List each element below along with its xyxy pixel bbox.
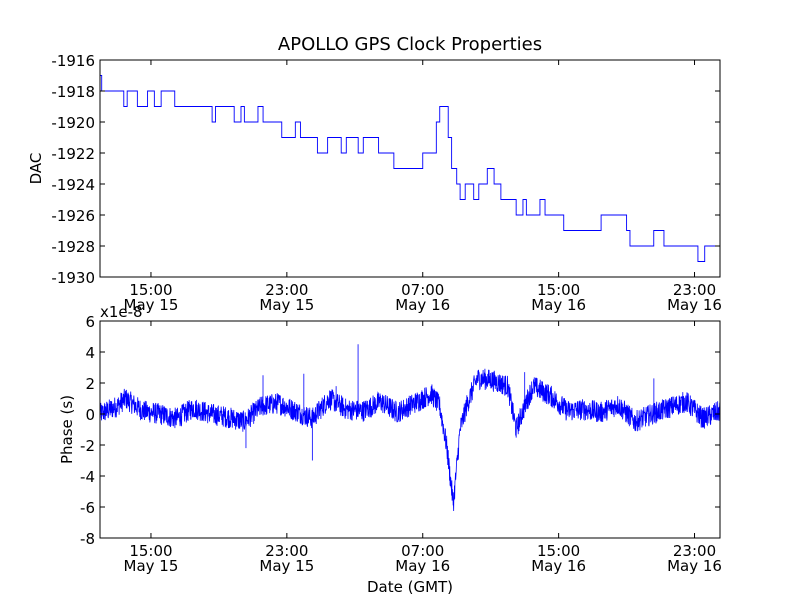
- phase-xtick-time-label: 23:00: [673, 542, 716, 560]
- phase-ytick-label: -8: [80, 530, 95, 548]
- phase-ylabel: Phase (s): [58, 395, 76, 464]
- dac-ytick-label: -1920: [51, 114, 95, 132]
- dac-ytick-label: -1924: [51, 176, 95, 194]
- dac-xtick-time-label: 15:00: [129, 281, 172, 299]
- phase-offset-text: x1e-8: [100, 303, 143, 321]
- phase-xtick-time-label: 07:00: [401, 542, 444, 560]
- dac-panel: -1930 -1928 -1926 -1924 -1922 -1920 -1918 -1916…: [27, 52, 722, 314]
- phase-xtick-date-label: May 15: [259, 557, 314, 575]
- dac-ytick-label: -1922: [51, 145, 95, 163]
- phase-xtick-time-label: 15:00: [537, 542, 580, 560]
- phase-ytick-label: -2: [80, 437, 95, 455]
- dac-xtick-time-label: 23:00: [673, 281, 716, 299]
- phase-ytick-label: 4: [85, 344, 95, 362]
- phase-xlabel: Date (GMT): [367, 578, 453, 596]
- phase-xtick-time-label: 15:00: [129, 542, 172, 560]
- dac-xtick-time-label: 07:00: [401, 281, 444, 299]
- dac-series-line: [100, 75, 720, 262]
- dac-ytick-label: -1926: [51, 207, 95, 225]
- dac-ytick-label: -1930: [51, 269, 95, 287]
- phase-ytick-label: -4: [80, 468, 95, 486]
- dac-ytick-label: -1928: [51, 238, 95, 256]
- dac-ylabel: DAC: [27, 153, 45, 185]
- phase-xtick-date-label: May 16: [395, 557, 450, 575]
- phase-ytick-label: 2: [85, 375, 95, 393]
- dac-axes-frame: [99, 59, 721, 278]
- phase-ytick-label: -6: [80, 499, 95, 517]
- dac-xtick-time-label: 23:00: [265, 281, 308, 299]
- phase-xtick-date-label: May 16: [531, 557, 586, 575]
- dac-ytick-label: -1916: [51, 52, 95, 70]
- phase-axes-frame: [99, 320, 721, 539]
- dac-xtick-date-label: May 16: [531, 296, 586, 314]
- phase-series-line: [100, 344, 720, 511]
- phase-ytick-label: 0: [85, 406, 95, 424]
- dac-xtick-date-label: May 16: [667, 296, 722, 314]
- phase-ytick-label: 6: [85, 313, 95, 331]
- phase-xtick-date-label: May 15: [124, 557, 179, 575]
- dac-xtick-time-label: 15:00: [537, 281, 580, 299]
- figure-title: APOLLO GPS Clock Properties: [278, 34, 542, 55]
- dac-xtick-date-label: May 15: [124, 296, 179, 314]
- phase-xtick-date-label: May 16: [667, 557, 722, 575]
- dac-xtick-date-label: May 16: [395, 296, 450, 314]
- dac-xtick-date-label: May 15: [259, 296, 314, 314]
- dac-ytick-label: -1918: [51, 83, 95, 101]
- phase-xtick-time-label: 23:00: [265, 542, 308, 560]
